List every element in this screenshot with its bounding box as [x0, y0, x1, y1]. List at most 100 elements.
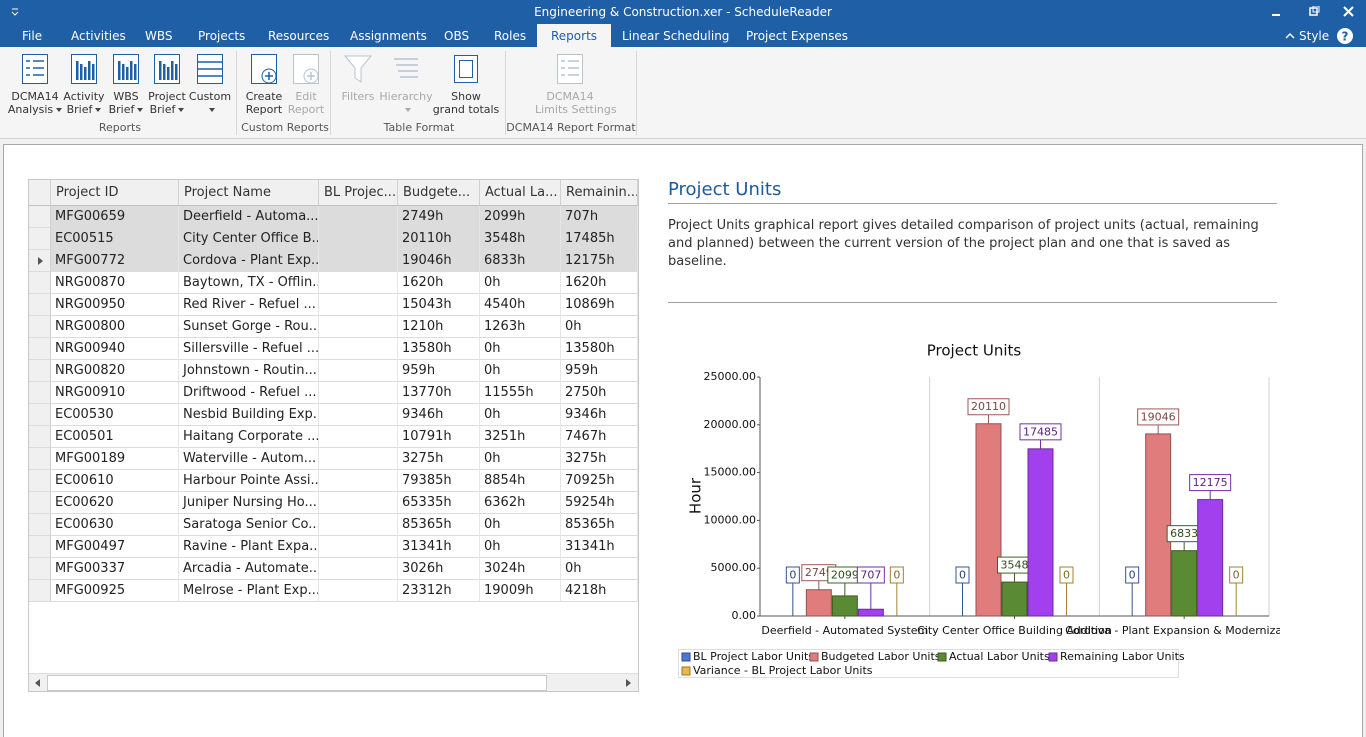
table-cell[interactable]: 0h [480, 536, 561, 558]
row-indicator[interactable] [29, 580, 51, 602]
menu-tab[interactable]: Assignments [336, 24, 441, 47]
column-header[interactable]: Actual La... [480, 180, 561, 206]
table-cell[interactable]: EC00610 [51, 470, 179, 492]
table-cell[interactable]: 9346h [561, 404, 638, 426]
table-cell[interactable]: 6362h [480, 492, 561, 514]
table-cell[interactable]: Ravine - Plant Expa... [179, 536, 319, 558]
menu-tab[interactable]: File [8, 24, 56, 47]
row-indicator[interactable] [29, 426, 51, 448]
ribbon-button[interactable]: Showgrand totals [431, 53, 501, 116]
table-cell[interactable] [319, 448, 398, 470]
table-cell[interactable]: 9346h [398, 404, 480, 426]
table-cell[interactable]: Johnstown - Routin... [179, 360, 319, 382]
table-cell[interactable] [319, 558, 398, 580]
table-cell[interactable]: 0h [561, 558, 638, 580]
table-cell[interactable]: 31341h [398, 536, 480, 558]
table-cell[interactable] [319, 492, 398, 514]
row-indicator[interactable] [29, 360, 51, 382]
table-cell[interactable]: 11555h [480, 382, 561, 404]
table-cell[interactable]: 65335h [398, 492, 480, 514]
table-cell[interactable] [319, 338, 398, 360]
table-cell[interactable] [319, 294, 398, 316]
collapse-ribbon[interactable] [1284, 31, 1296, 41]
table-cell[interactable]: NRG00950 [51, 294, 179, 316]
menu-tab[interactable]: OBS [430, 24, 483, 47]
table-cell[interactable]: 0h [480, 448, 561, 470]
table-cell[interactable]: 2749h [398, 206, 480, 228]
table-cell[interactable]: 0h [561, 316, 638, 338]
row-indicator[interactable] [29, 382, 51, 404]
table-cell[interactable]: 13770h [398, 382, 480, 404]
table-cell[interactable]: 1263h [480, 316, 561, 338]
table-cell[interactable]: MFG00772 [51, 250, 179, 272]
table-cell[interactable]: Saratoga Senior Co... [179, 514, 319, 536]
table-cell[interactable]: 70925h [561, 470, 638, 492]
scroll-right[interactable] [626, 679, 631, 687]
column-header[interactable]: Project ID [51, 180, 179, 206]
table-cell[interactable]: 19009h [480, 580, 561, 602]
row-indicator[interactable] [29, 470, 51, 492]
table-cell[interactable]: NRG00910 [51, 382, 179, 404]
table-cell[interactable]: 17485h [561, 228, 638, 250]
table-cell[interactable]: 0h [480, 360, 561, 382]
table-cell[interactable]: Red River - Refuel ... [179, 294, 319, 316]
menu-tab[interactable]: Resources [254, 24, 343, 47]
menu-tab[interactable]: Activities [57, 24, 140, 47]
table-cell[interactable]: Arcadia - Automate... [179, 558, 319, 580]
table-cell[interactable]: 19046h [398, 250, 480, 272]
table-cell[interactable]: 4218h [561, 580, 638, 602]
table-cell[interactable]: 12175h [561, 250, 638, 272]
horizontal-scrollbar[interactable] [29, 673, 638, 691]
scroll-left[interactable] [35, 679, 40, 687]
table-cell[interactable]: 6833h [480, 250, 561, 272]
table-cell[interactable]: Haitang Corporate ... [179, 426, 319, 448]
table-cell[interactable]: 1210h [398, 316, 480, 338]
table-cell[interactable]: 2099h [480, 206, 561, 228]
table-cell[interactable]: 0h [480, 404, 561, 426]
table-cell[interactable] [319, 382, 398, 404]
table-cell[interactable]: Driftwood - Refuel ... [179, 382, 319, 404]
table-cell[interactable]: NRG00870 [51, 272, 179, 294]
window-controls[interactable] [1270, 6, 1360, 18]
table-cell[interactable]: Cordova - Plant Exp... [179, 250, 319, 272]
table-cell[interactable] [319, 470, 398, 492]
table-cell[interactable] [319, 404, 398, 426]
table-cell[interactable]: 10791h [398, 426, 480, 448]
row-indicator[interactable] [29, 448, 51, 470]
table-cell[interactable] [319, 536, 398, 558]
table-cell[interactable]: NRG00940 [51, 338, 179, 360]
table-cell[interactable]: 85365h [561, 514, 638, 536]
table-cell[interactable]: 15043h [398, 294, 480, 316]
column-header[interactable]: Budgete... [398, 180, 480, 206]
column-header[interactable]: BL Projec... [319, 180, 398, 206]
table-cell[interactable]: 959h [561, 360, 638, 382]
table-cell[interactable]: 4540h [480, 294, 561, 316]
quick-access[interactable] [10, 7, 20, 17]
table-cell[interactable]: 20110h [398, 228, 480, 250]
row-indicator[interactable] [29, 514, 51, 536]
table-cell[interactable]: Melrose - Plant Exp... [179, 580, 319, 602]
table-cell[interactable]: EC00530 [51, 404, 179, 426]
row-indicator[interactable] [29, 228, 51, 250]
table-cell[interactable]: 85365h [398, 514, 480, 536]
scroll-thumb[interactable] [47, 675, 547, 691]
table-cell[interactable]: 3275h [561, 448, 638, 470]
table-cell[interactable]: 8854h [480, 470, 561, 492]
table-cell[interactable]: Sillersville - Refuel ... [179, 338, 319, 360]
row-indicator[interactable] [29, 294, 51, 316]
menu-tab[interactable]: WBS [131, 24, 187, 47]
table-cell[interactable]: MFG00189 [51, 448, 179, 470]
table-cell[interactable]: 7467h [561, 426, 638, 448]
table-cell[interactable]: 79385h [398, 470, 480, 492]
table-cell[interactable] [319, 360, 398, 382]
table-cell[interactable]: 707h [561, 206, 638, 228]
table-cell[interactable]: 59254h [561, 492, 638, 514]
table-cell[interactable]: Juniper Nursing Ho... [179, 492, 319, 514]
menu-tab[interactable]: Roles [480, 24, 540, 47]
table-cell[interactable]: Waterville - Autom... [179, 448, 319, 470]
table-cell[interactable]: NRG00800 [51, 316, 179, 338]
table-cell[interactable]: City Center Office B... [179, 228, 319, 250]
row-indicator[interactable] [29, 338, 51, 360]
table-cell[interactable]: 1620h [398, 272, 480, 294]
menu-tab[interactable]: Project Expenses [732, 24, 862, 47]
